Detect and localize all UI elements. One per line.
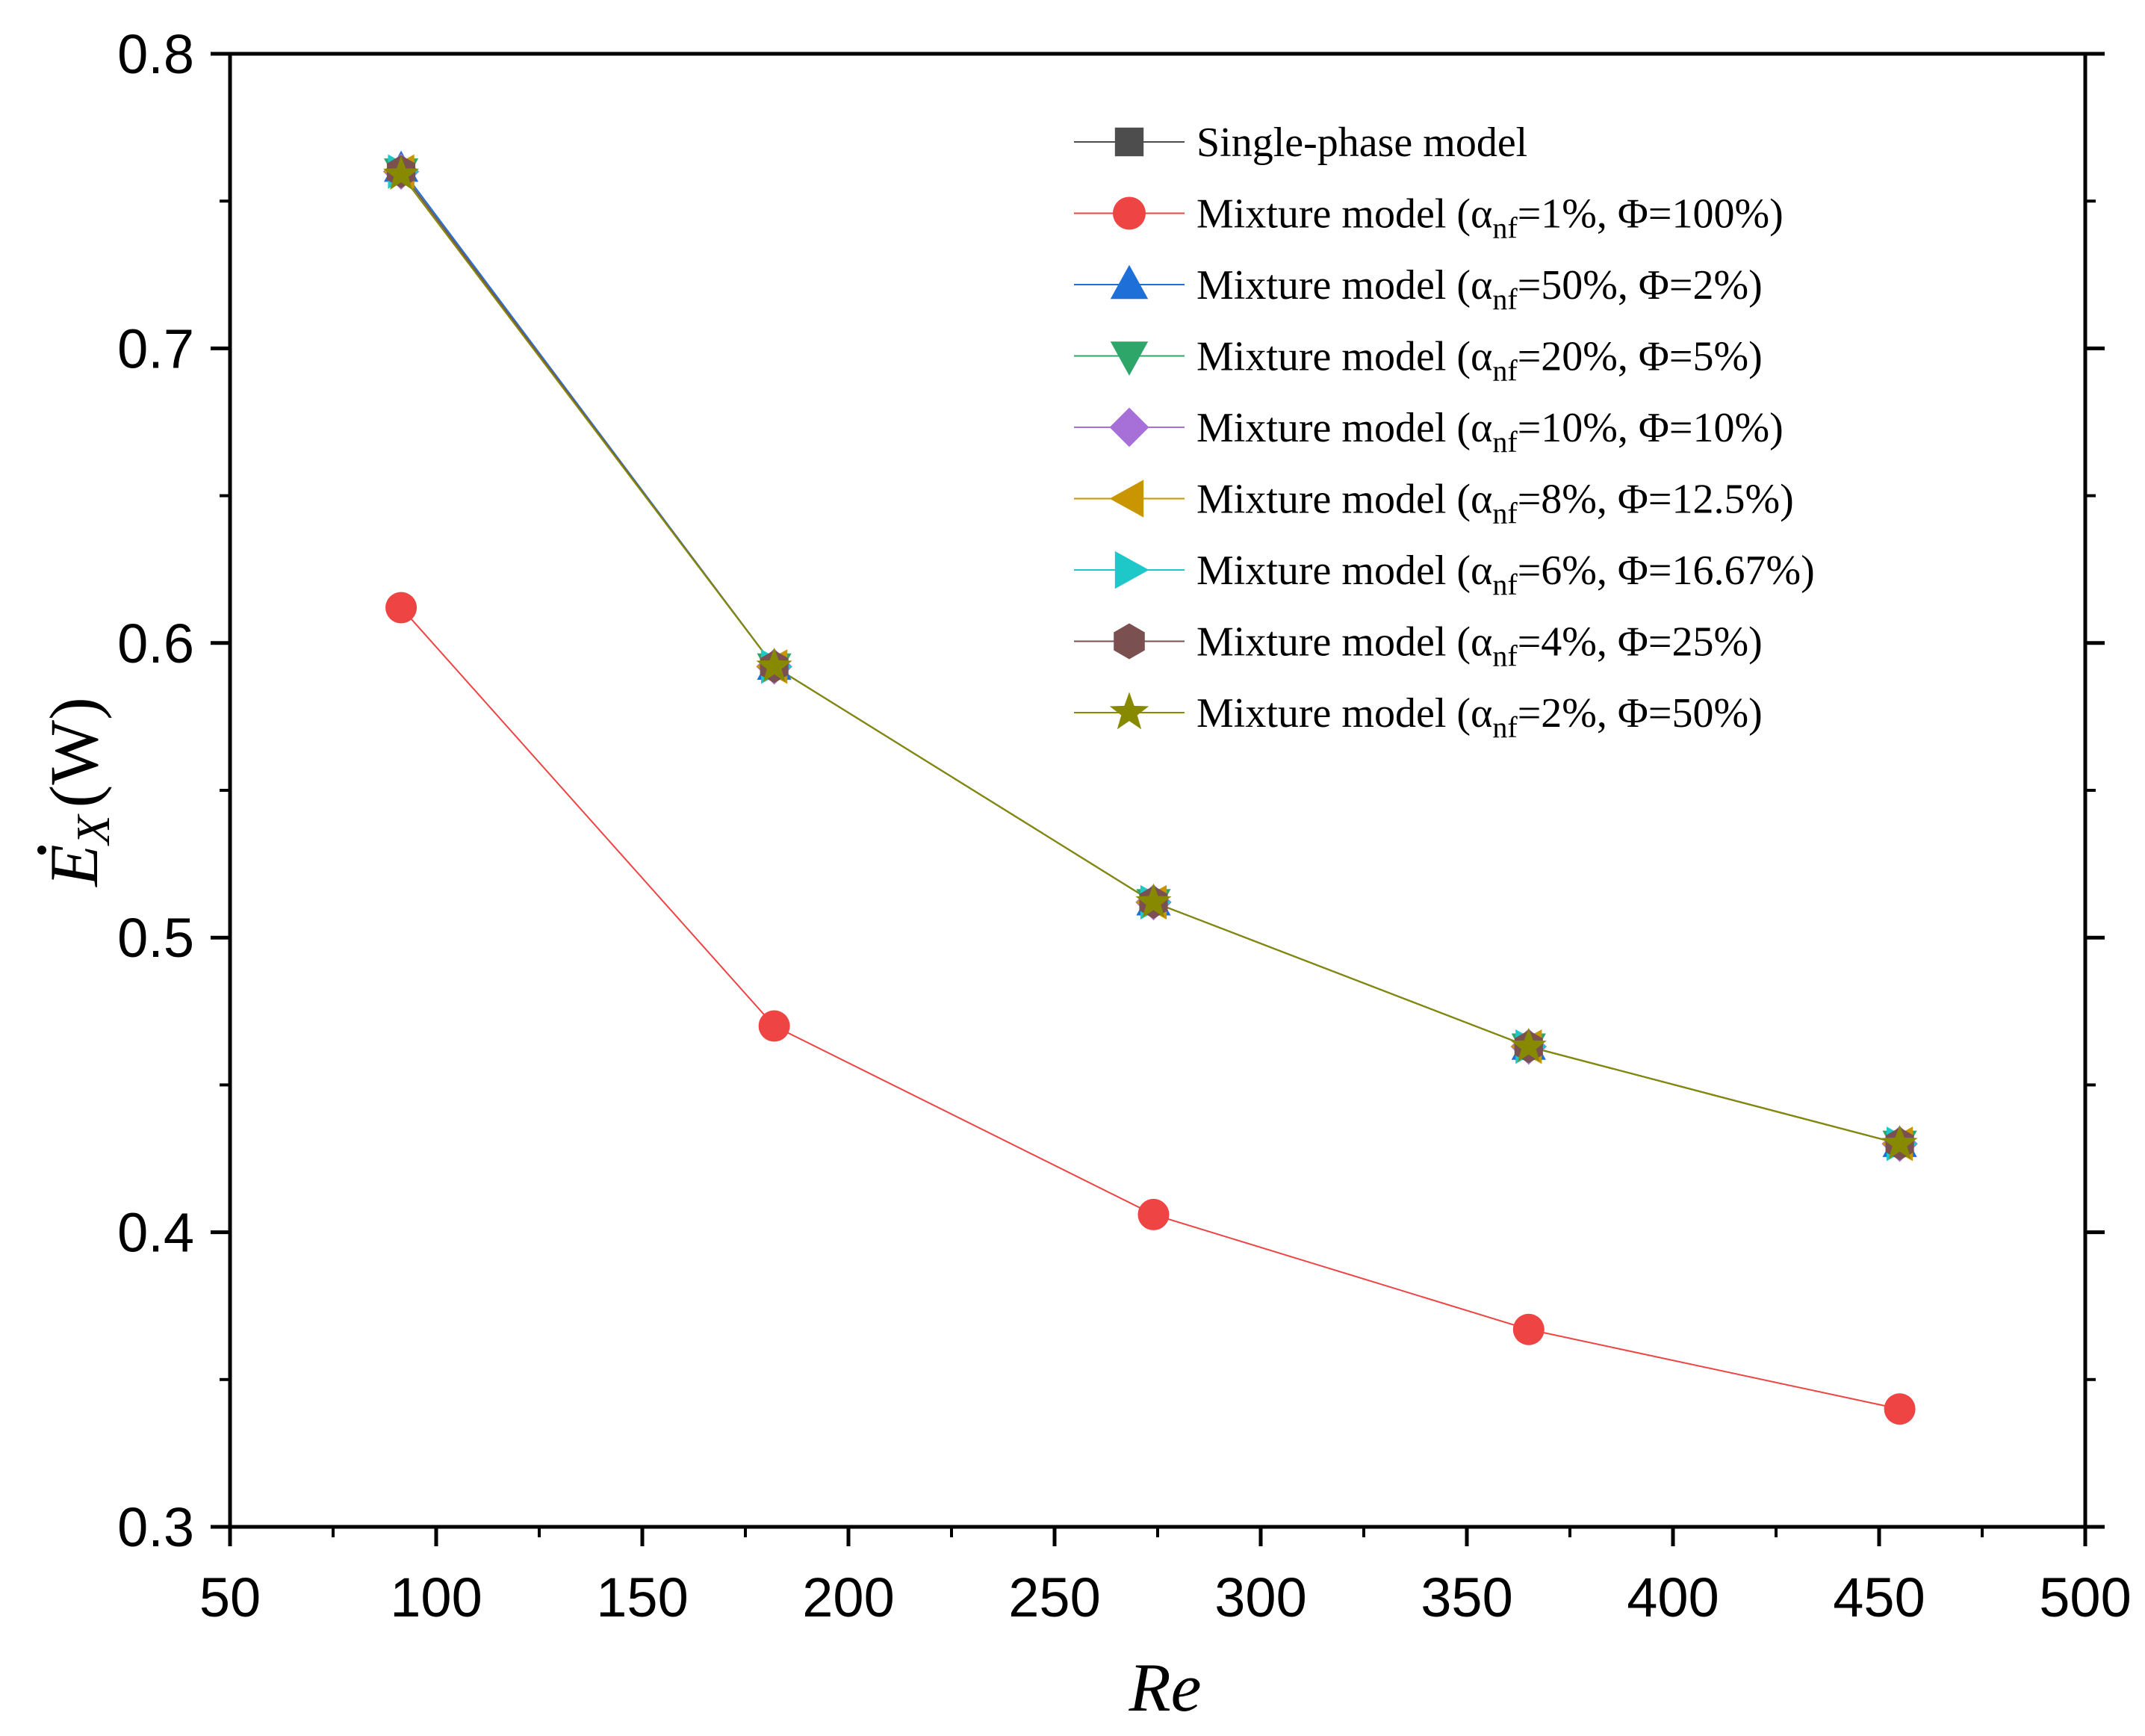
y-axis-ticks: 0.3 0.4 0.5 0.6 0.7 0.8 (117, 23, 2105, 1558)
legend-marker-triangle-up (1110, 264, 1149, 300)
x-tick-label: 500 (2039, 1566, 2131, 1628)
data-point-circle (1884, 1393, 1916, 1425)
legend-label: Mixture model (αnf=10%, Φ=10%) (1196, 405, 1784, 459)
legend-marker-triangle-left (1109, 480, 1144, 518)
data-point-star (756, 648, 792, 682)
x-tick-label: 450 (1833, 1566, 1925, 1628)
legend-item: Mixture model (αnf=20%, Φ=5%) (1074, 334, 1763, 388)
y-axis-title-unit: (W) (36, 697, 112, 807)
legend-label: Single-phase model (1196, 120, 1527, 166)
x-axis-title: Re (1128, 1649, 1201, 1726)
legend-item: Mixture model (αnf=6%, Φ=16.67%) (1074, 548, 1815, 601)
data-point-star (383, 155, 420, 190)
x-tick-label: 200 (802, 1566, 894, 1628)
x-tick-label: 250 (1008, 1566, 1100, 1628)
legend-marker-star (1109, 692, 1149, 730)
x-tick-label: 150 (596, 1566, 688, 1628)
data-point-star (1135, 883, 1172, 918)
legend-label: Mixture model (αnf=1%, Φ=100%) (1196, 191, 1784, 245)
y-tick-label: 0.5 (117, 907, 194, 969)
y-axis-title-symbol: E (36, 845, 112, 888)
legend-marker-hexagon (1114, 623, 1145, 660)
legend-item: Mixture model (αnf=50%, Φ=2%) (1074, 262, 1763, 316)
data-point-circle (1137, 1198, 1170, 1230)
legend-marker-triangle-right (1114, 551, 1149, 589)
legend-label: Mixture model (αnf=8%, Φ=12.5%) (1196, 477, 1794, 530)
legend-label: Mixture model (αnf=50%, Φ=2%) (1196, 262, 1763, 316)
y-axis-title-subscript: X (66, 813, 119, 847)
y-tick-label: 0.8 (117, 23, 194, 85)
legend-label: Mixture model (αnf=20%, Φ=5%) (1196, 334, 1763, 388)
y-axis-title: EX (W) (36, 697, 119, 887)
x-axis-ticks: 50 100 150 200 250 300 350 400 450 500 (199, 1527, 2132, 1628)
y-tick-label: 0.6 (117, 613, 194, 675)
data-point-star (1510, 1027, 1547, 1062)
data-point-circle (758, 1010, 790, 1042)
data-point-star (1881, 1124, 1918, 1159)
y-tick-label: 0.3 (117, 1496, 194, 1558)
svg-text:EX(W): EX (W) (36, 697, 119, 887)
legend-item: Mixture model (αnf=2%, Φ=50%) (1074, 690, 1763, 744)
y-axis-title-dot (37, 846, 46, 855)
legend-item: Mixture model (αnf=1%, Φ=100%) (1074, 191, 1784, 245)
y-tick-label: 0.7 (117, 317, 194, 379)
legend-item: Single-phase model (1074, 120, 1527, 166)
plot-frame (228, 52, 2087, 1529)
legend-marker-diamond (1109, 407, 1149, 447)
x-tick-label: 100 (390, 1566, 482, 1628)
data-point-circle (1512, 1313, 1545, 1345)
x-tick-label: 50 (199, 1566, 261, 1628)
legend: Single-phase model Mixture model (αnf=1%,… (1074, 120, 1815, 744)
legend-item: Mixture model (αnf=4%, Φ=25%) (1074, 619, 1763, 673)
data-point-circle (385, 592, 417, 624)
legend-label: Mixture model (αnf=2%, Φ=50%) (1196, 690, 1763, 744)
legend-marker-triangle-down (1110, 341, 1149, 376)
y-tick-label: 0.4 (117, 1202, 194, 1264)
legend-label: Mixture model (αnf=6%, Φ=16.67%) (1196, 548, 1815, 601)
legend-marker-square (1114, 127, 1144, 157)
x-tick-label: 350 (1421, 1566, 1512, 1628)
legend-label: Mixture model (αnf=4%, Φ=25%) (1196, 619, 1763, 673)
legend-marker-circle (1113, 196, 1146, 230)
x-tick-label: 400 (1627, 1566, 1719, 1628)
legend-item: Mixture model (αnf=10%, Φ=10%) (1074, 405, 1784, 459)
series-layer (382, 150, 1918, 1425)
legend-item: Mixture model (αnf=8%, Φ=12.5%) (1074, 477, 1794, 530)
x-tick-label: 300 (1214, 1566, 1306, 1628)
